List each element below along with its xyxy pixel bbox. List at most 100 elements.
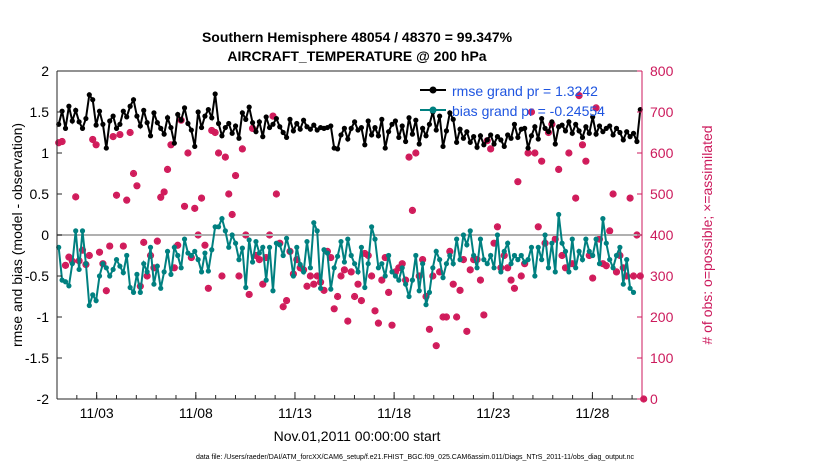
bias-point [76, 266, 82, 273]
obs-assimilated-point [307, 272, 314, 280]
obs-assimilated-point [283, 297, 290, 304]
y-axis-left-label: rmse and bias (model - observation) [9, 123, 25, 347]
bias-point [236, 257, 242, 263]
obs-assimilated-point [439, 313, 447, 321]
bias-point [399, 265, 405, 271]
obs-assimilated-point [552, 235, 559, 243]
legend-bias-label: bias grand pr = -0.24554 [452, 103, 605, 119]
rmse-point [266, 124, 273, 131]
obs-assimilated-point [514, 178, 522, 185]
obs-assimilated-point [215, 149, 222, 157]
chart-title-line1: Southern Hemisphere 48054 / 48370 = 99.3… [202, 29, 513, 45]
rmse-point [562, 128, 569, 134]
obs-assimilated-point [511, 285, 518, 292]
obs-assimilated-point [589, 274, 596, 282]
rmse-point [273, 115, 279, 122]
y-left-tick-label: -1 [37, 309, 50, 325]
rmse-point [290, 128, 296, 134]
bias-point [491, 265, 497, 271]
obs-assimilated-point [222, 153, 229, 161]
rmse-point [243, 116, 249, 122]
axes: -2 -1.5 -1 -0.5 0 0.5 1 1.5 2 0 100 200 300 400 500 600… [25, 63, 674, 421]
rmse-point [457, 126, 463, 132]
x-tick-label: 11/23 [476, 405, 510, 421]
obs-assimilated-point [55, 139, 62, 146]
bias-point [617, 244, 623, 250]
rmse-point [348, 125, 354, 131]
obs-assimilated-point [130, 170, 137, 177]
bias-point [494, 232, 501, 238]
bias-point [205, 268, 211, 274]
rmse-point [134, 113, 140, 119]
rmse-point [532, 124, 538, 130]
rmse-point [124, 114, 130, 120]
obs-assimilated-point [354, 281, 362, 288]
rmse-point [280, 129, 286, 136]
bias-point [386, 252, 392, 259]
obs-assimilated-point [181, 203, 188, 210]
obs-assimilated-point [467, 266, 474, 274]
bias-point [178, 265, 184, 271]
obs-assimilated-point [320, 287, 328, 294]
bias-line [57, 214, 635, 306]
bias-point [566, 269, 572, 275]
bias-point [569, 236, 575, 242]
rmse-point [226, 120, 232, 127]
rmse-point [392, 118, 399, 124]
obs-assimilated-point [385, 289, 392, 296]
bias-point [610, 265, 616, 271]
y-left-tick-label: -0.5 [25, 268, 49, 284]
rmse-point [297, 126, 303, 132]
rmse-point [477, 133, 484, 139]
bias-point [630, 289, 637, 295]
rmse-point [205, 106, 211, 113]
y-right-tick-label: 200 [650, 309, 674, 325]
obs-assimilated-point [106, 242, 113, 250]
bias-point [396, 277, 402, 283]
obs-assimilated-point [555, 166, 562, 173]
bias-point [338, 238, 344, 245]
bias-point [382, 273, 388, 279]
y-right-tick-label: 700 [650, 104, 674, 120]
bias-point [266, 244, 273, 250]
obs-assimilated-point [586, 252, 593, 259]
rmse-point [253, 129, 259, 135]
rmse-point [338, 132, 344, 138]
obs-assimilated-point [245, 291, 253, 298]
rmse-point [215, 120, 222, 127]
rmse-point [498, 137, 504, 143]
rmse-point [600, 129, 606, 135]
obs-assimilated-point [470, 256, 477, 263]
obs-assimilated-point [613, 268, 620, 276]
bias-point [579, 257, 586, 263]
obs-assimilated-point [341, 266, 348, 274]
obs-assimilated-point [211, 129, 219, 136]
bias-point [532, 273, 538, 279]
rmse-point [202, 113, 208, 119]
rmse-point [141, 107, 147, 113]
obs-assimilated-point [575, 92, 583, 99]
x-tick-label: 11/08 [179, 405, 213, 421]
obs-assimilated-point [198, 194, 205, 202]
rmse-point [352, 119, 358, 125]
rmse-point [90, 97, 96, 103]
bias-point [450, 261, 456, 267]
obs-assimilated-point [436, 268, 443, 276]
obs-assimilated-point [171, 264, 178, 271]
obs-assimilated-point [330, 305, 338, 312]
obs-assimilated-point [630, 272, 637, 280]
obs-assimilated-point [344, 317, 351, 325]
bias-point [624, 257, 630, 263]
obs-assimilated-point [201, 242, 209, 249]
rmse-point [277, 124, 283, 130]
obs-assimilated-point [487, 145, 494, 153]
obs-assimilated-point [252, 252, 260, 259]
rmse-point [369, 132, 375, 138]
bias-point [549, 240, 555, 246]
rmse-point [110, 113, 116, 119]
obs-assimilated-point [592, 104, 600, 112]
bias-point [130, 289, 137, 295]
rmse-point [328, 123, 334, 129]
obs-assimilated-point [620, 264, 627, 271]
obs-assimilated-point [103, 287, 110, 294]
